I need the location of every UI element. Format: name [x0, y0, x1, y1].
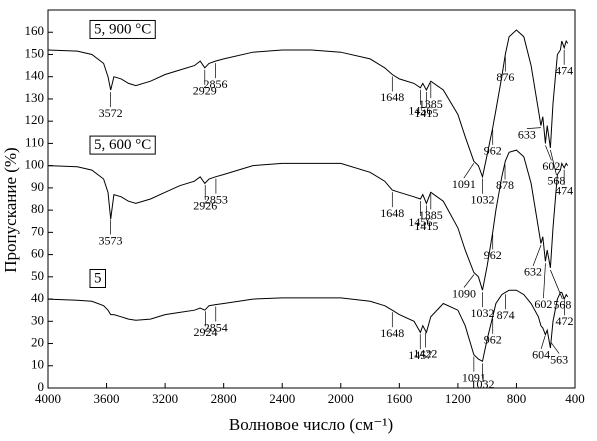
y-tick-label: 40 [31, 290, 44, 305]
peak-leader [463, 163, 475, 179]
x-tick-label: 2800 [211, 391, 237, 406]
peak-label: 1090 [452, 286, 476, 300]
peak-label: 2926 [193, 199, 217, 213]
peak-label: 602 [534, 297, 552, 311]
y-tick-label: 10 [31, 357, 44, 372]
peak-label: 604 [532, 348, 550, 362]
peak-leader [463, 274, 475, 288]
peak-leader [545, 145, 552, 161]
x-tick-label: 1200 [445, 391, 471, 406]
peak-label: 876 [496, 70, 514, 84]
peak-label: 633 [518, 127, 536, 141]
peak-leader [532, 244, 542, 267]
peak-label: 1415 [414, 106, 438, 120]
spectrum-line [47, 149, 569, 291]
peak-label: 1091 [452, 177, 476, 191]
peak-label: 2856 [203, 77, 227, 91]
legend-label: 5, 900 °C [94, 21, 151, 37]
peak-label: 1648 [380, 206, 404, 220]
x-tick-label: 400 [565, 391, 585, 406]
peak-label: 3572 [99, 106, 123, 120]
y-tick-label: 80 [31, 201, 44, 216]
plot-frame [47, 9, 576, 389]
peak-leader [550, 149, 557, 175]
peak-label: 1422 [413, 346, 437, 360]
legend-box [89, 268, 106, 288]
peak-label: 1648 [380, 326, 404, 340]
y-tick-label: 0 [38, 379, 45, 394]
y-axis-label: Пропускание (%) [1, 147, 20, 272]
y-tick-label: 100 [25, 157, 45, 172]
legend-label: 5 [94, 270, 102, 286]
peak-label: 2924 [194, 325, 218, 339]
peak-label: 568 [553, 298, 571, 312]
y-tick-label: 150 [25, 45, 45, 60]
peak-label: 1091 [462, 370, 486, 384]
peak-label: 474 [555, 64, 573, 78]
peak-label: 1385 [419, 208, 443, 222]
legend-label: 5, 600 °C [94, 137, 151, 153]
peak-label: 1648 [380, 90, 404, 104]
peak-label: 474 [555, 184, 573, 198]
x-tick-label: 2400 [269, 391, 295, 406]
peak-label: 2929 [193, 84, 217, 98]
peak-label: 1456 [408, 104, 432, 118]
x-tick-label: 3600 [94, 391, 120, 406]
y-tick-label: 120 [25, 112, 45, 127]
peak-label: 874 [497, 308, 515, 322]
peak-label: 3573 [99, 233, 123, 247]
peak-label: 1385 [419, 97, 443, 111]
peak-label: 1457 [408, 348, 432, 362]
peak-label: 878 [496, 178, 514, 192]
x-tick-label: 800 [507, 391, 527, 406]
peak-label: 563 [550, 352, 568, 366]
y-tick-label: 70 [31, 223, 44, 238]
peak-label: 2854 [204, 320, 228, 334]
peak-label: 632 [524, 265, 542, 279]
legend-box [89, 135, 156, 155]
spectrum-line [47, 289, 569, 363]
x-axis-label: Волновое число (см⁻¹) [229, 415, 393, 434]
peak-label: 602 [542, 159, 560, 173]
spectrum-line [47, 29, 569, 179]
y-tick-label: 130 [25, 90, 45, 105]
peak-leader [540, 335, 546, 349]
peak-leader [526, 127, 541, 129]
y-tick-label: 90 [31, 179, 44, 194]
x-tick-label: 2000 [328, 391, 354, 406]
peak-leader [543, 263, 546, 299]
y-tick-label: 20 [31, 335, 44, 350]
y-tick-label: 50 [31, 268, 44, 283]
peak-label: 962 [484, 248, 502, 262]
peak-label: 1415 [414, 219, 438, 233]
x-tick-label: 3200 [152, 391, 178, 406]
y-tick-label: 30 [31, 312, 44, 327]
y-tick-label: 140 [25, 68, 45, 83]
peak-label: 472 [555, 314, 573, 328]
peak-leader [550, 342, 560, 354]
peak-label: 2853 [204, 192, 228, 206]
x-tick-label: 4000 [35, 391, 61, 406]
x-tick-label: 1600 [386, 391, 412, 406]
peak-leader [550, 269, 563, 300]
legend-box [89, 19, 156, 39]
peak-label: 1032 [470, 377, 494, 391]
peak-label: 962 [484, 333, 502, 347]
peak-label: 1032 [470, 193, 494, 207]
peak-label: 962 [484, 144, 502, 158]
peak-label: 1032 [470, 306, 494, 320]
y-tick-label: 60 [31, 246, 44, 261]
y-tick-label: 160 [25, 23, 45, 38]
y-tick-label: 110 [25, 134, 44, 149]
